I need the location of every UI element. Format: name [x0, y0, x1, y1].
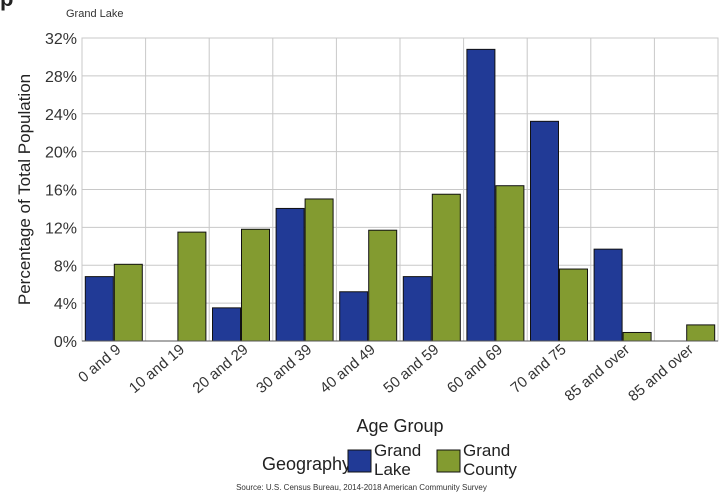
y-axis-title: Percentage of Total Population: [15, 74, 34, 305]
x-tick-label: 30 and 39: [253, 341, 315, 397]
y-tick-label: 8%: [54, 258, 77, 275]
y-tick-label: 16%: [45, 183, 77, 200]
y-tick-label: 28%: [45, 69, 77, 86]
bar: [212, 307, 241, 342]
y-tick-label: 20%: [45, 145, 77, 162]
legend-swatch: [347, 449, 372, 473]
x-tick-label: 85 and over: [562, 341, 634, 405]
bar: [339, 291, 369, 342]
bar: [177, 231, 207, 342]
bar: [113, 263, 143, 342]
y-tick-label: 24%: [45, 107, 77, 124]
x-tick-label: 85 and over: [625, 341, 697, 405]
bar: [368, 229, 398, 342]
bar: [466, 48, 496, 342]
bar: [686, 324, 716, 342]
x-axis-title: Age Group: [356, 416, 443, 436]
x-tick-label: 20 and 29: [190, 341, 252, 397]
chart-subtitle: Grand Lake: [66, 8, 124, 20]
x-tick-label: 40 and 49: [317, 341, 379, 397]
y-tick-label: 12%: [45, 220, 77, 237]
bar: [530, 120, 559, 342]
y-tick-label: 4%: [54, 296, 77, 313]
x-tick-label: 70 and 75: [508, 341, 570, 397]
bar: [275, 207, 305, 342]
legend-label-line2: Lake: [374, 460, 411, 479]
bar: [495, 185, 525, 342]
bar: [593, 248, 623, 342]
legend-label-line2: County: [463, 460, 517, 479]
legend-title: Geography: [262, 454, 351, 474]
legend-label-line1: Grand: [374, 441, 421, 460]
bar: [84, 276, 114, 342]
x-tick-label: 60 and 69: [444, 341, 506, 397]
legend-swatch: [436, 449, 461, 473]
x-tick-label: 50 and 59: [380, 341, 442, 397]
legend-label-line1: Grand: [463, 441, 510, 460]
bar: [241, 228, 270, 342]
y-tick-label: 32%: [45, 31, 77, 48]
y-tick-label: 0%: [54, 334, 77, 351]
bar: [304, 198, 334, 342]
bar: [622, 331, 652, 342]
bar: [559, 268, 588, 342]
x-tick-label: 10 and 19: [126, 341, 188, 397]
page-title-fragment: p: [0, 0, 13, 12]
bar: [402, 276, 432, 342]
bar: [431, 193, 461, 342]
x-tick-label: 0 and 9: [75, 341, 124, 386]
source-note: Source: U.S. Census Bureau, 2014-2018 Am…: [236, 483, 487, 492]
